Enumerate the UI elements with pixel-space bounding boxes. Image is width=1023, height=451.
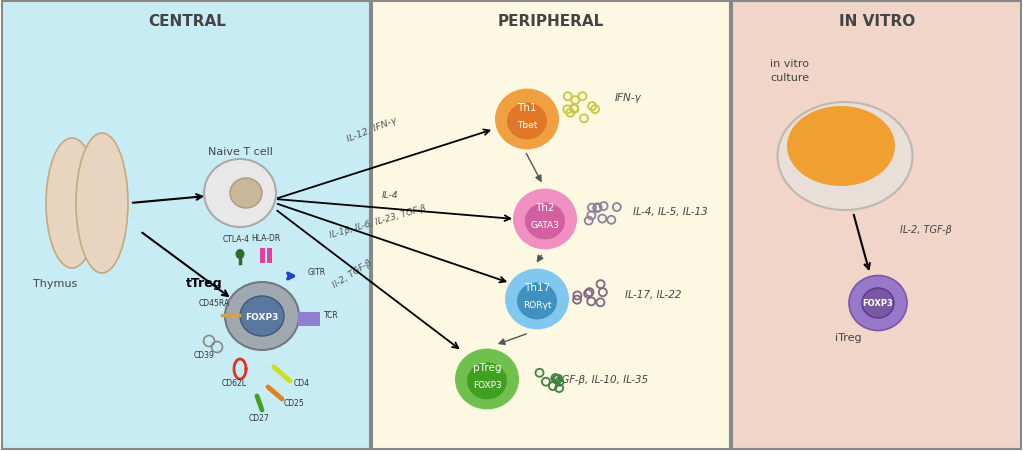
Ellipse shape — [505, 269, 569, 330]
Text: FOXP3: FOXP3 — [473, 380, 501, 389]
Text: CENTRAL: CENTRAL — [148, 14, 226, 29]
Text: IL-1β, IL-6, IL-23, TGF-β: IL-1β, IL-6, IL-23, TGF-β — [328, 203, 428, 239]
Ellipse shape — [787, 107, 895, 187]
Text: IL-4: IL-4 — [382, 191, 398, 199]
Text: IL-12, IFN-γ: IL-12, IFN-γ — [346, 115, 398, 144]
Text: TGF-β, IL-10, IL-35: TGF-β, IL-10, IL-35 — [555, 374, 649, 384]
Text: Th2: Th2 — [535, 202, 554, 212]
Ellipse shape — [525, 203, 565, 240]
FancyBboxPatch shape — [732, 2, 1021, 449]
Ellipse shape — [455, 349, 519, 410]
Text: culture: culture — [770, 73, 809, 83]
Text: CD4: CD4 — [294, 378, 310, 387]
Ellipse shape — [495, 89, 559, 150]
Text: IL-2, TGF-β: IL-2, TGF-β — [900, 225, 951, 235]
Text: Il-2, TGF-β: Il-2, TGF-β — [330, 258, 373, 290]
Text: GITR: GITR — [308, 267, 326, 276]
Ellipse shape — [862, 288, 894, 318]
Ellipse shape — [230, 179, 262, 208]
Text: in vitro: in vitro — [770, 59, 809, 69]
FancyBboxPatch shape — [372, 2, 730, 449]
Ellipse shape — [235, 249, 244, 259]
Ellipse shape — [849, 276, 907, 331]
Text: tTreg: tTreg — [186, 277, 222, 290]
Text: CD25: CD25 — [284, 398, 305, 407]
Text: Th1: Th1 — [518, 103, 537, 113]
Ellipse shape — [507, 103, 547, 140]
Text: Thymus: Thymus — [33, 278, 77, 288]
Ellipse shape — [777, 103, 913, 211]
Text: Th17: Th17 — [524, 282, 550, 292]
Ellipse shape — [76, 133, 128, 273]
Text: Tbet: Tbet — [517, 121, 537, 130]
Text: IFN-γ: IFN-γ — [615, 93, 641, 103]
Ellipse shape — [517, 283, 557, 320]
Bar — [298, 312, 320, 326]
Text: CD27: CD27 — [249, 413, 269, 422]
Bar — [267, 249, 272, 263]
Text: IN VITRO: IN VITRO — [839, 14, 916, 29]
Ellipse shape — [204, 160, 276, 227]
Text: Naive T cell: Naive T cell — [208, 147, 272, 156]
Text: iTreg: iTreg — [835, 332, 861, 342]
Text: IL-17, IL-22: IL-17, IL-22 — [625, 290, 681, 299]
Ellipse shape — [468, 363, 507, 400]
Text: FOXP3: FOXP3 — [862, 299, 893, 308]
Text: RORγt: RORγt — [523, 301, 551, 309]
Ellipse shape — [225, 282, 299, 350]
Text: TCR: TCR — [324, 310, 339, 319]
Text: GATA3: GATA3 — [531, 221, 560, 230]
Text: HLA-DR: HLA-DR — [252, 234, 280, 243]
Ellipse shape — [513, 189, 577, 250]
FancyBboxPatch shape — [2, 2, 370, 449]
Text: IL-4, IL-5, IL-13: IL-4, IL-5, IL-13 — [633, 207, 708, 216]
Text: PERIPHERAL: PERIPHERAL — [498, 14, 605, 29]
Text: CD62L: CD62L — [222, 378, 247, 387]
Ellipse shape — [240, 296, 284, 336]
Text: CD39: CD39 — [193, 350, 215, 359]
Bar — [260, 249, 265, 263]
Text: CTLA-4: CTLA-4 — [222, 235, 250, 244]
Ellipse shape — [46, 139, 98, 268]
Ellipse shape — [238, 252, 242, 258]
Text: FOXP3: FOXP3 — [246, 312, 278, 321]
Text: CD45RA: CD45RA — [198, 299, 229, 307]
Text: pTreg: pTreg — [473, 362, 501, 372]
